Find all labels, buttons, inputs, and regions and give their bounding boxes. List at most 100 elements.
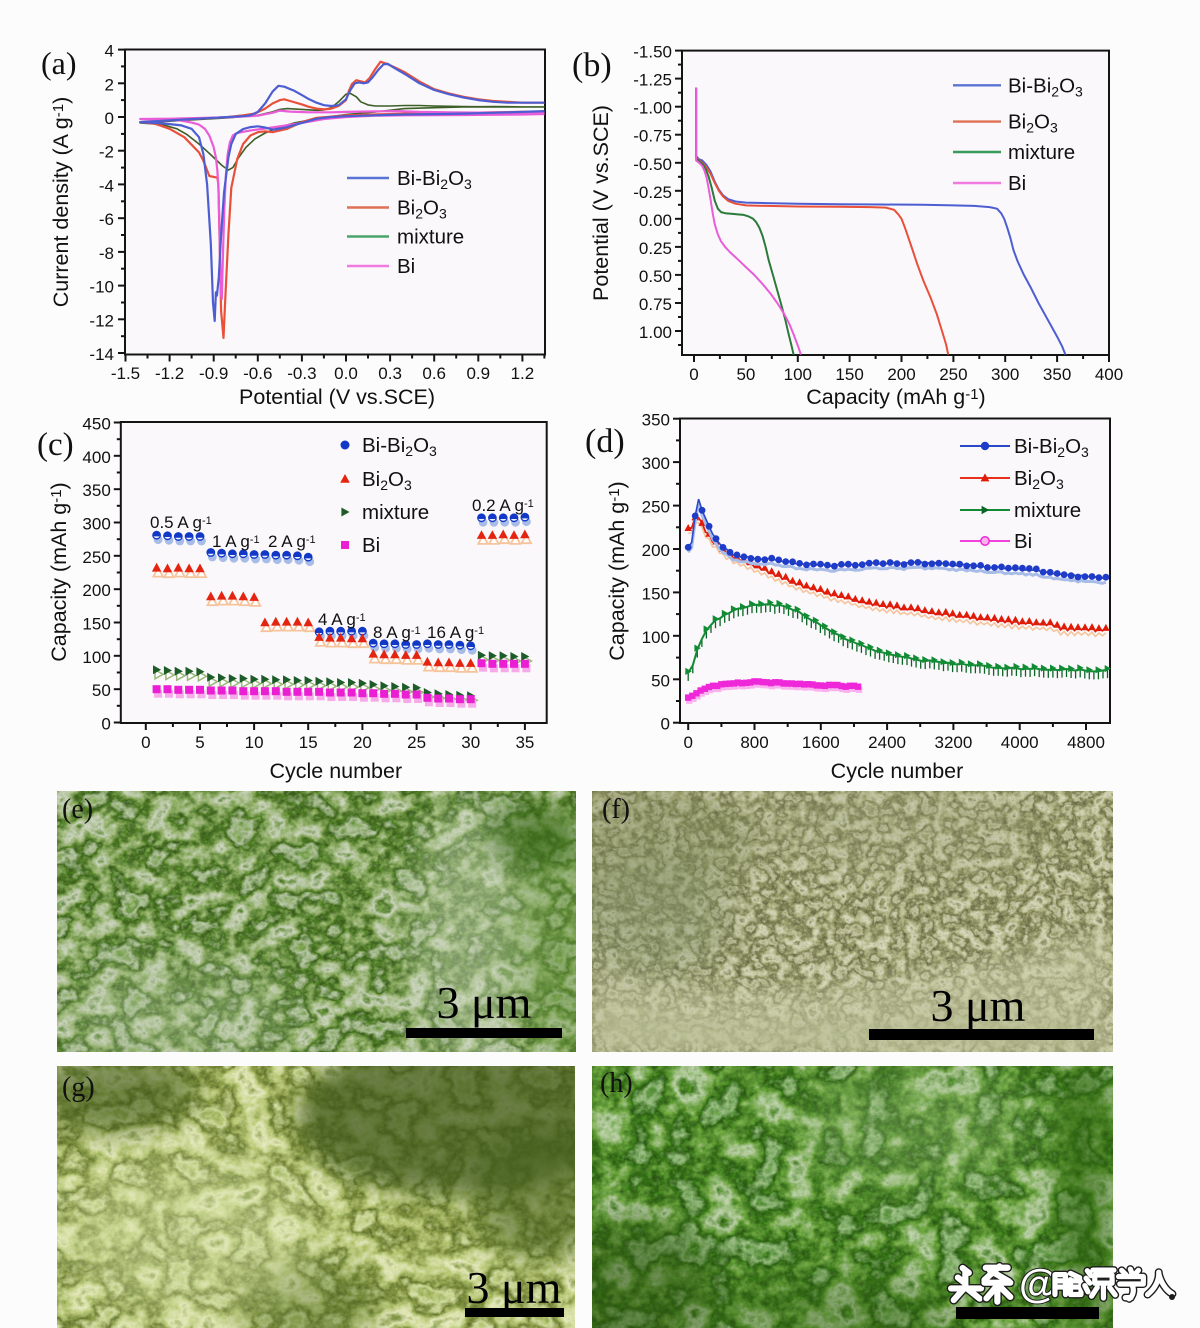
svg-text:-6: -6 (99, 210, 114, 229)
svg-text:-0.50: -0.50 (633, 155, 672, 174)
svg-text:(g): (g) (62, 1072, 95, 1103)
svg-text:0.9: 0.9 (466, 364, 490, 383)
svg-text:0: 0 (105, 109, 114, 128)
svg-text:2: 2 (105, 75, 114, 94)
svg-text:Bi-Bi2O3: Bi-Bi2O3 (1014, 435, 1089, 460)
svg-text:-1.00: -1.00 (633, 99, 672, 118)
svg-text:400: 400 (1095, 365, 1123, 384)
svg-text:1600: 1600 (802, 733, 840, 752)
svg-text:4800: 4800 (1067, 733, 1105, 752)
svg-text:-4: -4 (99, 176, 114, 195)
svg-text:(b): (b) (572, 47, 612, 84)
svg-text:-2: -2 (99, 143, 114, 162)
svg-text:Current density (A g-1): Current density (A g-1) (49, 97, 73, 308)
svg-text:(c): (c) (37, 427, 74, 463)
svg-text:-0.3: -0.3 (287, 364, 316, 383)
svg-text:0.2 A g-1: 0.2 A g-1 (472, 496, 534, 515)
svg-text:2 A g-1: 2 A g-1 (268, 532, 316, 551)
svg-text:50: 50 (92, 681, 111, 700)
svg-text:Capacity (mAh g-1): Capacity (mAh g-1) (605, 481, 629, 660)
svg-text:-0.25: -0.25 (633, 183, 672, 202)
svg-text:0.75: 0.75 (639, 295, 672, 314)
svg-text:35: 35 (515, 733, 534, 752)
svg-text:0.0: 0.0 (334, 364, 358, 383)
svg-text:-12: -12 (89, 311, 114, 330)
svg-text:15: 15 (299, 733, 318, 752)
svg-text:300: 300 (82, 515, 110, 534)
svg-text:mixture: mixture (1008, 141, 1075, 164)
svg-text:200: 200 (887, 365, 915, 384)
svg-text:Capacity (mAh g-1): Capacity (mAh g-1) (47, 482, 71, 661)
svg-text:100: 100 (642, 628, 670, 647)
svg-text:5: 5 (195, 733, 204, 752)
svg-text:200: 200 (82, 581, 110, 600)
svg-text:1 A g-1: 1 A g-1 (212, 532, 260, 551)
svg-text:Cycle number: Cycle number (269, 759, 402, 783)
svg-text:-0.75: -0.75 (633, 127, 672, 146)
svg-text:250: 250 (939, 365, 967, 384)
svg-text:0: 0 (689, 365, 698, 384)
svg-text:Bi: Bi (1008, 172, 1026, 195)
svg-text:0: 0 (661, 715, 670, 734)
svg-text:16 A g-1: 16 A g-1 (427, 623, 484, 642)
svg-text:450: 450 (82, 415, 110, 434)
svg-text:-0.6: -0.6 (243, 364, 272, 383)
svg-text:0.3: 0.3 (378, 364, 402, 383)
svg-text:1.00: 1.00 (639, 323, 672, 342)
svg-text:0: 0 (141, 733, 150, 752)
svg-text:Potential (V vs.SCE): Potential (V vs.SCE) (239, 385, 435, 409)
svg-text:0: 0 (683, 733, 692, 752)
svg-text:250: 250 (82, 548, 110, 567)
svg-text:Cycle number: Cycle number (831, 759, 964, 783)
svg-text:50: 50 (736, 365, 755, 384)
svg-text:4: 4 (105, 42, 114, 61)
svg-text:350: 350 (82, 481, 110, 500)
svg-text:250: 250 (642, 498, 670, 517)
svg-text:Bi-Bi2O3: Bi-Bi2O3 (1008, 74, 1083, 99)
svg-text:-10: -10 (89, 278, 114, 297)
svg-text:mixture: mixture (397, 226, 464, 249)
svg-text:Bi: Bi (397, 255, 415, 278)
svg-text:20: 20 (353, 733, 372, 752)
svg-text:10: 10 (245, 733, 264, 752)
svg-text:0.25: 0.25 (639, 239, 672, 258)
svg-text:@: @ (1019, 1262, 1058, 1306)
svg-text:0.00: 0.00 (639, 211, 672, 230)
svg-text:1.2: 1.2 (511, 364, 535, 383)
svg-text:350: 350 (642, 411, 670, 430)
svg-text:Bi-Bi2O3: Bi-Bi2O3 (362, 434, 437, 459)
svg-text:4 A g-1: 4 A g-1 (318, 610, 366, 629)
svg-text:3 μm: 3 μm (437, 977, 532, 1028)
svg-text:(a): (a) (41, 45, 77, 81)
svg-text:(d): (d) (585, 423, 625, 460)
svg-text:150: 150 (82, 615, 110, 634)
svg-text:0.5 A g-1: 0.5 A g-1 (150, 513, 212, 532)
svg-text:100: 100 (784, 365, 812, 384)
svg-text:-14: -14 (89, 345, 114, 364)
svg-text:350: 350 (1043, 365, 1071, 384)
svg-text:3 μm: 3 μm (931, 980, 1026, 1031)
svg-text:Bi-Bi2O3: Bi-Bi2O3 (397, 167, 472, 192)
svg-text:0.6: 0.6 (422, 364, 446, 383)
svg-text:-1.5: -1.5 (111, 364, 140, 383)
svg-text:300: 300 (991, 365, 1019, 384)
svg-text:(h): (h) (600, 1068, 633, 1099)
svg-text:(f): (f) (602, 794, 630, 825)
svg-text:0: 0 (101, 715, 110, 734)
svg-text:800: 800 (740, 733, 768, 752)
svg-text:4000: 4000 (1001, 733, 1039, 752)
svg-text:8 A g-1: 8 A g-1 (373, 623, 421, 642)
svg-text:Potential (V vs.SCE): Potential (V vs.SCE) (589, 105, 613, 301)
svg-text:3 μm: 3 μm (467, 1262, 562, 1313)
svg-text:400: 400 (82, 448, 110, 467)
svg-text:-0.9: -0.9 (199, 364, 228, 383)
svg-text:-1.50: -1.50 (633, 43, 672, 62)
svg-text:3200: 3200 (934, 733, 972, 752)
svg-text:2400: 2400 (868, 733, 906, 752)
svg-text:-8: -8 (99, 244, 114, 263)
svg-text:-1.25: -1.25 (633, 71, 672, 90)
svg-text:-1.2: -1.2 (155, 364, 184, 383)
svg-text:200: 200 (642, 541, 670, 560)
svg-text:30: 30 (461, 733, 480, 752)
svg-text:50: 50 (651, 671, 670, 690)
